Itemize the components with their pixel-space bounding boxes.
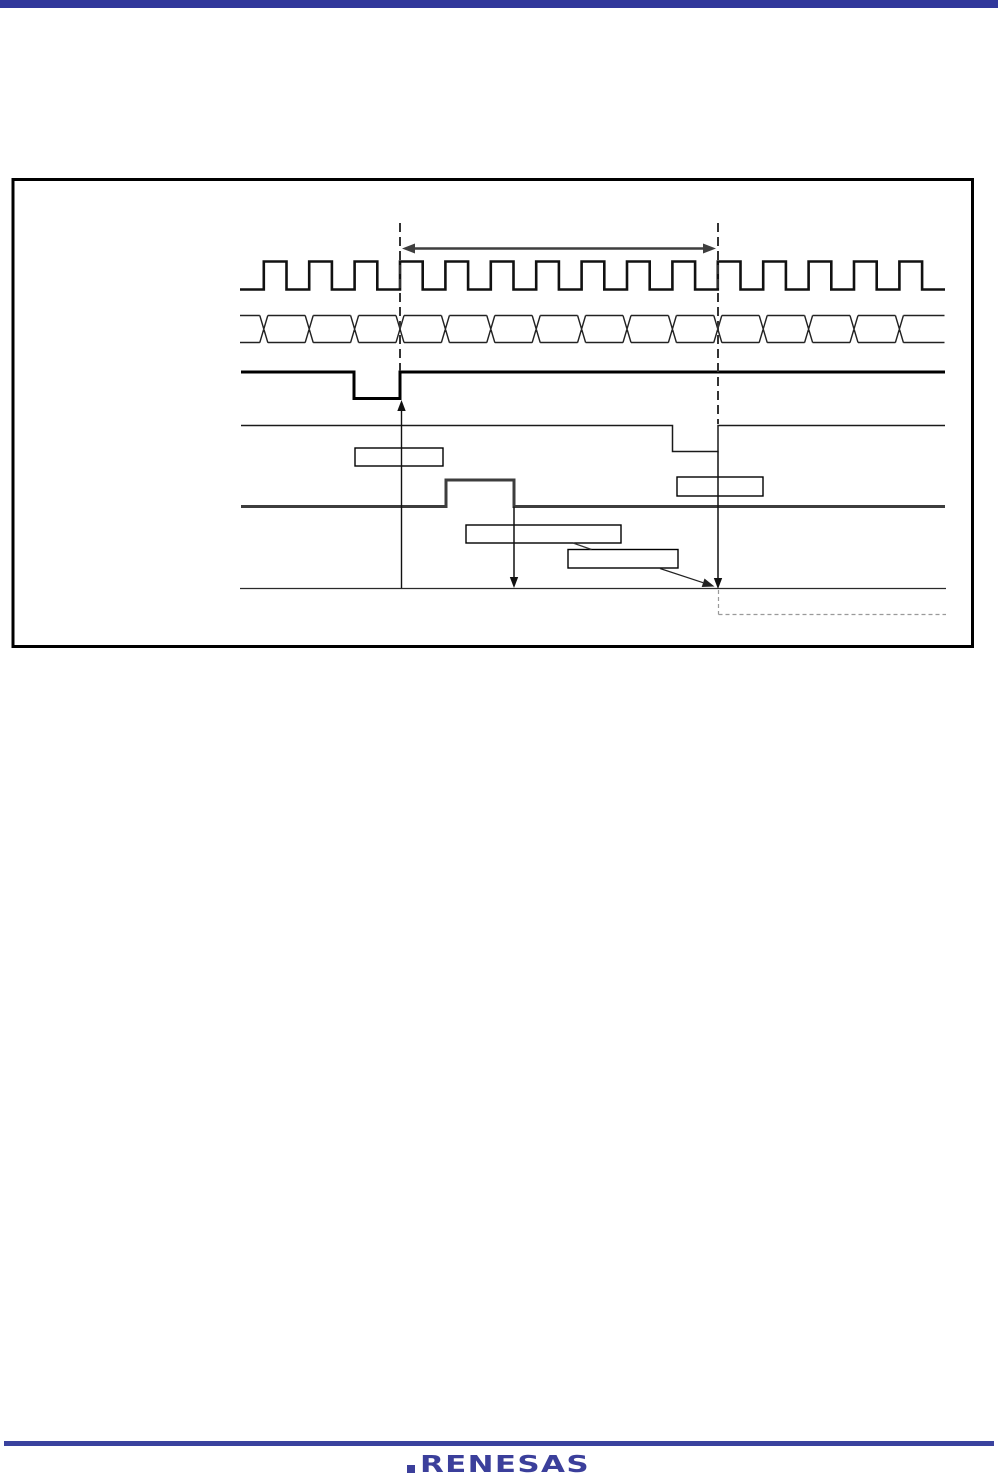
- figure-frame: [11, 178, 974, 648]
- signal-row3-low-pulse-left: [241, 370, 945, 400]
- down-arrow-line-right-head: [713, 578, 723, 589]
- renesas-logo-text: RENESAS: [420, 1452, 590, 1478]
- box-connector-line: [572, 542, 592, 551]
- logo-dot: [407, 1465, 415, 1473]
- signal-row4-low-pulse-right: [241, 424, 945, 453]
- label-box-4: [567, 548, 679, 569]
- header-bar: [0, 0, 998, 8]
- span-arrow-head-left: [402, 243, 415, 254]
- label-box-2: [676, 476, 764, 497]
- span-arrow-head-right: [703, 243, 716, 254]
- diagonal-arrow-head: [701, 578, 715, 588]
- diagonal-arrow-shaft: [659, 567, 704, 584]
- bus-signal: [240, 314, 945, 344]
- down-arrow-line-mid-head: [509, 577, 519, 588]
- up-arrow-line-head: [397, 400, 406, 411]
- clock-signal: [240, 260, 945, 291]
- label-box-3: [465, 524, 622, 544]
- label-box-1: [354, 447, 444, 467]
- signal-row5-high-pulse: [241, 478, 945, 508]
- renesas-logo: RENESAS: [406, 1450, 606, 1478]
- footer-rule: [4, 1441, 994, 1446]
